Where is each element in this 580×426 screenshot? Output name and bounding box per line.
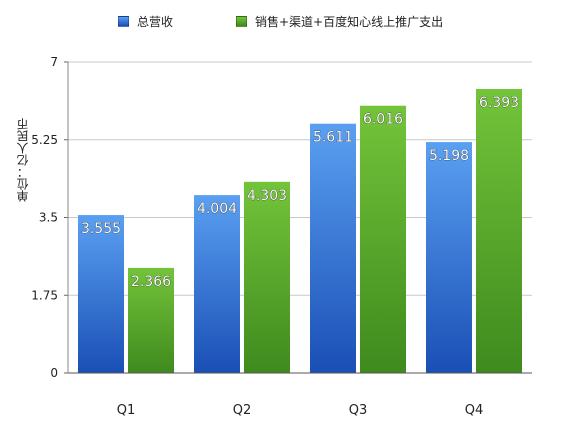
y-axis-label: 单位：亿人民币 [16,118,30,202]
data-label: 4.004 [197,201,237,217]
legend-item-series-2: 销售+渠道+百度知心线上推广支出 [236,13,443,30]
y-tick-label: 3.5 [39,211,58,225]
bar-series-1-q4 [426,142,472,373]
data-label: 5.198 [429,148,469,164]
bar-series-2-q1 [128,267,174,373]
legend-item-series-1: 总营收 [118,13,173,30]
x-tick-label: Q4 [465,403,484,418]
data-label: 4.303 [247,188,287,204]
data-label: 6.016 [363,112,403,128]
y-tick-label: 5.25 [31,133,58,147]
y-tick-label: 1.75 [31,288,58,302]
legend-swatch-series-2 [236,16,247,27]
data-label: 3.555 [81,221,121,237]
legend-label-series-2: 销售+渠道+百度知心线上推广支出 [255,15,444,29]
bar-series-1-q2 [194,195,240,373]
bar-series-2-q3 [360,105,406,373]
x-tick-label: Q3 [349,403,368,418]
legend-label-series-1: 总营收 [137,15,174,29]
legend-swatch-series-1 [118,16,129,27]
bar-series-1-q1 [78,215,124,373]
x-tick-label: Q2 [233,403,252,418]
y-tick-label: 0 [50,366,58,380]
data-label: 2.366 [131,274,171,290]
data-label: 6.393 [479,95,519,111]
y-tick-label: 7 [50,55,58,69]
data-label: 5.611 [313,130,353,146]
bar-series-2-q2 [244,181,290,373]
legend: 总营收 销售+渠道+百度知心线上推广支出 [0,13,580,33]
bar-series-1-q3 [310,123,356,373]
bar-series-2-q4 [476,88,522,373]
x-tick-label: Q1 [117,403,136,418]
